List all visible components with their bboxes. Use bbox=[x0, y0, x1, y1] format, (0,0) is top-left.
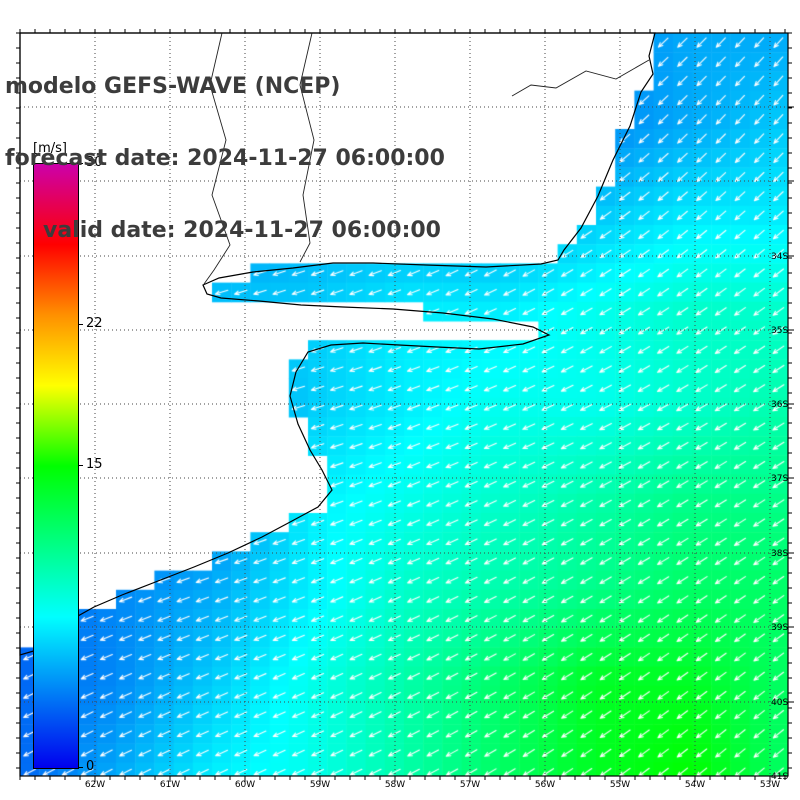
coastline-path bbox=[19, 32, 656, 656]
parana-river-line bbox=[203, 32, 231, 285]
colorbar-tick bbox=[78, 465, 83, 466]
lat-tick-label: 39S bbox=[771, 623, 788, 633]
colorbar-tick bbox=[78, 163, 83, 164]
colorbar-tick-label: 15 bbox=[86, 457, 103, 472]
lat-tick-label: 35S bbox=[771, 326, 788, 336]
valid-date: valid date: 2024-11-27 06:00:00 bbox=[43, 218, 441, 243]
lon-tick-label: 58W bbox=[385, 780, 405, 790]
lon-tick-label: 62W bbox=[85, 780, 105, 790]
colorbar-tick-label: 0 bbox=[86, 759, 95, 774]
lat-tick-label: 41S bbox=[771, 772, 788, 782]
lon-tick-label: 54W bbox=[685, 780, 705, 790]
colorbar-unit-label: [m/s] bbox=[33, 141, 67, 156]
lat-tick-label: 40S bbox=[771, 698, 788, 708]
forecast-date: forecast date: 2024-11-27 06:00:00 bbox=[5, 146, 445, 171]
lon-tick-label: 53W bbox=[760, 780, 780, 790]
title-block: modelo GEFS-WAVE (NCEP) forecast date: 2… bbox=[5, 27, 445, 291]
map-frame bbox=[19, 32, 789, 777]
colorbar-gradient bbox=[33, 163, 79, 769]
model-title: modelo GEFS-WAVE (NCEP) bbox=[5, 74, 341, 99]
lat-tick-label: 36S bbox=[771, 400, 788, 410]
colorbar-tick-label: 22 bbox=[86, 316, 103, 332]
uruguay-river-line bbox=[299, 32, 315, 263]
colorbar-tick bbox=[78, 767, 83, 768]
lat-tick-label: 34S bbox=[771, 252, 788, 262]
colorbar-tick-label: 30 bbox=[86, 155, 103, 170]
lat-tick-label: 38S bbox=[771, 549, 788, 559]
lon-tick-label: 57W bbox=[460, 780, 480, 790]
lon-tick-label: 61W bbox=[160, 780, 180, 790]
colorbar-tick bbox=[78, 324, 83, 326]
lon-tick-label: 55W bbox=[610, 780, 630, 790]
border-line bbox=[511, 59, 650, 97]
lon-tick-label: 56W bbox=[535, 780, 555, 790]
lon-tick-label: 59W bbox=[310, 780, 330, 790]
lat-tick-label: 37S bbox=[771, 474, 788, 484]
lon-tick-label: 60W bbox=[235, 780, 255, 790]
